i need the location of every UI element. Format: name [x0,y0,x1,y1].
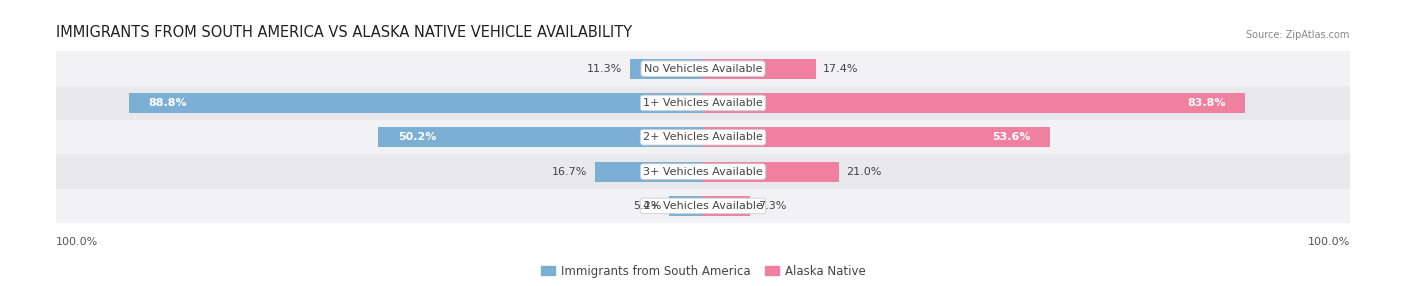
Bar [669,196,703,216]
Text: 21.0%: 21.0% [846,167,882,176]
Text: 5.2%: 5.2% [633,201,662,211]
Bar [703,127,1050,147]
Text: 88.8%: 88.8% [148,98,187,108]
Bar [630,59,703,79]
Text: 100.0%: 100.0% [1308,237,1350,247]
Text: 17.4%: 17.4% [824,64,859,74]
Text: 11.3%: 11.3% [586,64,621,74]
Text: 1+ Vehicles Available: 1+ Vehicles Available [643,98,763,108]
Text: Source: ZipAtlas.com: Source: ZipAtlas.com [1246,30,1350,40]
Bar [703,93,1244,113]
Bar [56,154,1350,189]
Bar [56,120,1350,154]
Text: 2+ Vehicles Available: 2+ Vehicles Available [643,132,763,142]
Bar [129,93,703,113]
Legend: Immigrants from South America, Alaska Native: Immigrants from South America, Alaska Na… [536,260,870,282]
Text: 4+ Vehicles Available: 4+ Vehicles Available [643,201,763,211]
Text: 50.2%: 50.2% [398,132,436,142]
Bar [56,51,1350,86]
Bar [378,127,703,147]
Bar [56,189,1350,223]
Text: 7.3%: 7.3% [758,201,786,211]
Bar [595,162,703,182]
Text: 83.8%: 83.8% [1187,98,1226,108]
Text: 100.0%: 100.0% [56,237,98,247]
Text: 53.6%: 53.6% [991,132,1031,142]
Bar [56,86,1350,120]
Text: 16.7%: 16.7% [551,167,588,176]
Text: No Vehicles Available: No Vehicles Available [644,64,762,74]
Text: IMMIGRANTS FROM SOUTH AMERICA VS ALASKA NATIVE VEHICLE AVAILABILITY: IMMIGRANTS FROM SOUTH AMERICA VS ALASKA … [56,25,633,40]
Bar [703,196,751,216]
Bar [703,59,815,79]
Text: 3+ Vehicles Available: 3+ Vehicles Available [643,167,763,176]
Bar [703,162,839,182]
